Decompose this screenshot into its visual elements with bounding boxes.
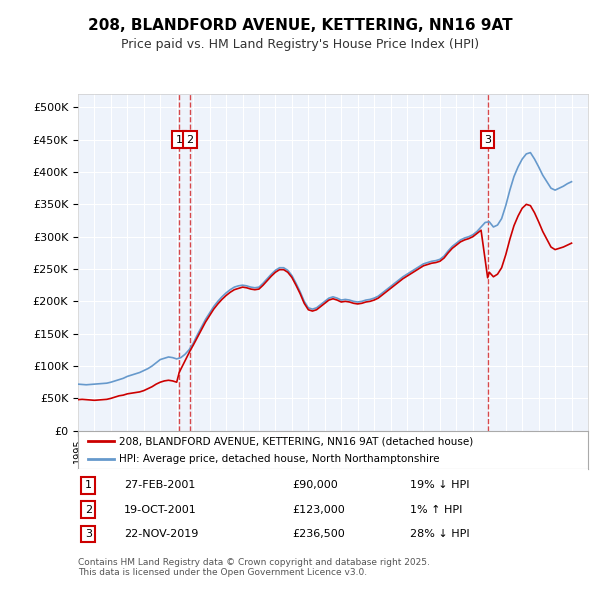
Text: 208, BLANDFORD AVENUE, KETTERING, NN16 9AT (detached house): 208, BLANDFORD AVENUE, KETTERING, NN16 9… [119, 437, 473, 447]
Text: 19-OCT-2001: 19-OCT-2001 [124, 504, 197, 514]
Text: 208, BLANDFORD AVENUE, KETTERING, NN16 9AT: 208, BLANDFORD AVENUE, KETTERING, NN16 9… [88, 18, 512, 32]
Text: 28% ↓ HPI: 28% ↓ HPI [409, 529, 469, 539]
Text: £236,500: £236,500 [292, 529, 345, 539]
Text: 1: 1 [176, 135, 182, 145]
Text: Contains HM Land Registry data © Crown copyright and database right 2025.
This d: Contains HM Land Registry data © Crown c… [78, 558, 430, 577]
Text: 1: 1 [85, 480, 92, 490]
Text: 22-NOV-2019: 22-NOV-2019 [124, 529, 198, 539]
Text: 3: 3 [484, 135, 491, 145]
Text: 27-FEB-2001: 27-FEB-2001 [124, 480, 195, 490]
Text: 2: 2 [187, 135, 193, 145]
Text: £123,000: £123,000 [292, 504, 345, 514]
Text: 19% ↓ HPI: 19% ↓ HPI [409, 480, 469, 490]
Text: £90,000: £90,000 [292, 480, 338, 490]
Text: 3: 3 [85, 529, 92, 539]
Text: HPI: Average price, detached house, North Northamptonshire: HPI: Average price, detached house, Nort… [119, 454, 439, 464]
Text: Price paid vs. HM Land Registry's House Price Index (HPI): Price paid vs. HM Land Registry's House … [121, 38, 479, 51]
Text: 1% ↑ HPI: 1% ↑ HPI [409, 504, 462, 514]
Text: 2: 2 [85, 504, 92, 514]
